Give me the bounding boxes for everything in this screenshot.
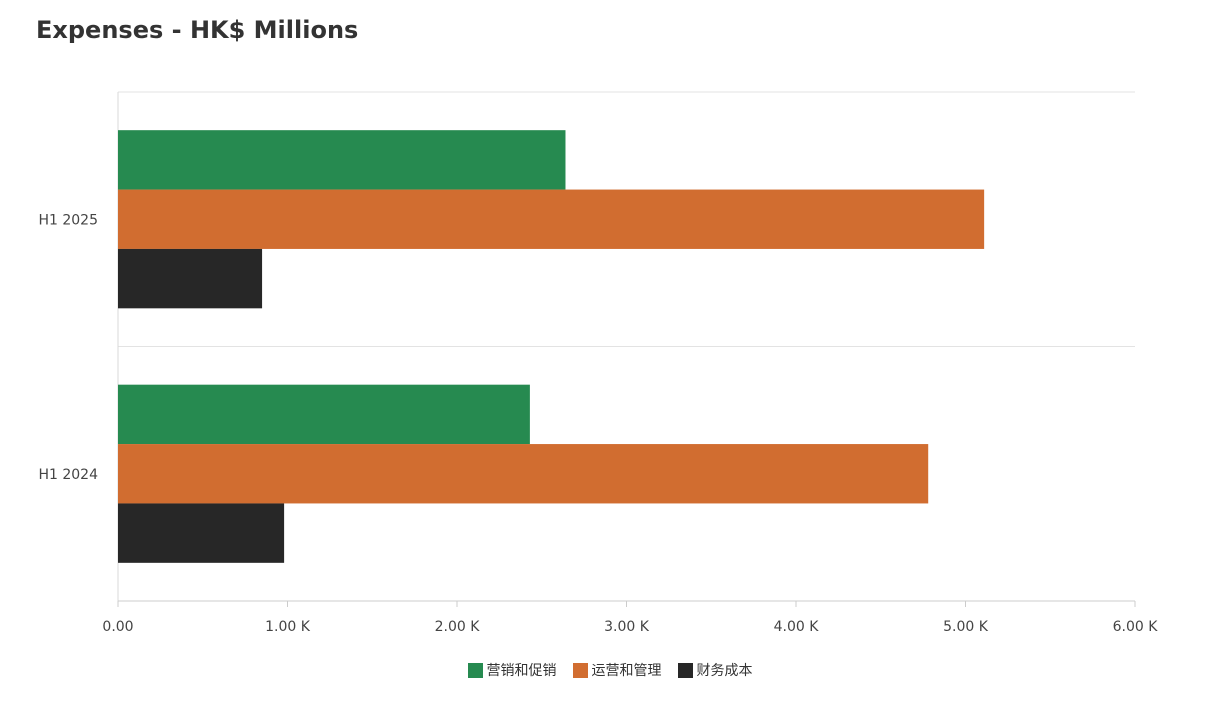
legend-item[interactable]: 营销和促销: [467, 660, 557, 680]
legend: 营销和促销 运营和管理 财务成本: [0, 660, 1220, 680]
legend-swatch: [467, 662, 483, 678]
bar[interactable]: [118, 189, 985, 249]
legend-label: 财务成本: [696, 663, 753, 679]
x-tick-label: 6.00 K: [1113, 619, 1159, 635]
legend-label: 营销和促销: [486, 663, 557, 679]
legend-swatch: [677, 662, 693, 678]
legend-item[interactable]: 财务成本: [677, 660, 753, 680]
category-label: H1 2025: [38, 212, 98, 228]
x-tick-label: 3.00 K: [604, 619, 650, 635]
bar[interactable]: [118, 248, 263, 309]
bar[interactable]: [118, 130, 566, 190]
bar[interactable]: [118, 384, 530, 445]
legend-swatch: [572, 662, 588, 678]
chart-title: Expenses - HK$ Millions: [36, 16, 359, 44]
category-label: H1 2024: [38, 467, 98, 483]
bar[interactable]: [118, 503, 285, 563]
bar[interactable]: [118, 444, 929, 504]
x-tick-label: 1.00 K: [265, 619, 311, 635]
x-tick-label: 0.00: [102, 619, 133, 635]
x-tick-label: 4.00 K: [774, 619, 820, 635]
legend-label: 运营和管理: [591, 663, 662, 679]
x-tick-label: 2.00 K: [435, 619, 481, 635]
x-tick-label: 5.00 K: [943, 619, 989, 635]
legend-item[interactable]: 运营和管理: [572, 660, 662, 680]
